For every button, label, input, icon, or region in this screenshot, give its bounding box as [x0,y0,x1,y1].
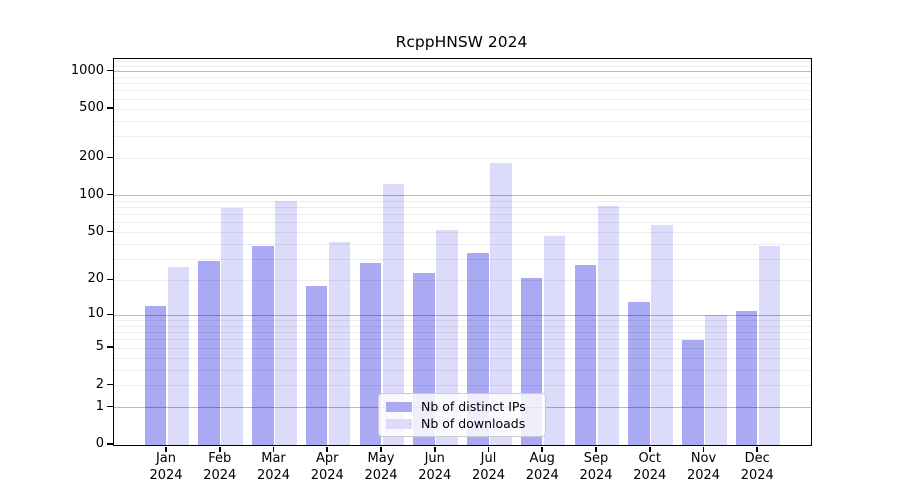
bar-downloads-oct [651,224,673,445]
bar-distinct-ips-oct [628,302,650,445]
x-tick-label-nov: Nov 2024 [686,451,721,483]
bar-distinct-ips-nov [682,339,704,445]
bar-downloads-nov [705,315,727,445]
x-tick-label-oct: Oct 2024 [633,451,667,483]
x-tick-label-jul: Jul 2024 [471,451,506,483]
legend-swatch-distinct-ips [386,401,412,412]
y-tick-label-500: 500 [79,100,104,116]
y-tick-label-20: 20 [87,271,104,287]
bar-distinct-ips-sep [574,264,596,445]
y-tick-1 [107,405,113,408]
y-tick-0 [107,443,113,445]
bar-downloads-may [382,183,404,445]
x-tick-feb [218,446,221,452]
bar-downloads-jan [167,266,189,445]
y-tick-label-5: 5 [95,339,104,355]
x-tick-apr [326,446,329,452]
x-tick-oct [648,446,651,452]
y-tick-500 [107,107,113,109]
y-tick-label-200: 200 [79,149,104,165]
x-tick-jul [487,446,490,452]
x-tick-sep [595,446,597,452]
y-tick-20 [107,278,113,281]
bar-downloads-jun [436,230,458,445]
y-tick-100 [107,193,113,196]
y-tick-label-1: 1 [95,398,104,414]
y-tick-1000 [107,69,113,72]
x-tick-label-sep: Sep 2024 [579,451,613,483]
bar-distinct-ips-apr [305,285,328,445]
chart-title: RcppHNSW 2024 [395,33,528,51]
bar-downloads-apr [328,241,351,445]
bar-downloads-feb [221,207,243,445]
x-tick-label-apr: Apr 2024 [310,451,344,483]
legend-label-distinct-ips: Nb of distinct IPs [421,399,526,414]
bar-downloads-sep [597,205,619,445]
y-tick-2 [107,383,113,386]
x-tick-label-feb: Feb 2024 [203,451,237,483]
x-tick-dec [756,446,759,452]
x-tick-label-jun: Jun 2024 [418,451,452,483]
bar-distinct-ips-jan [144,306,166,445]
bar-distinct-ips-mar [252,245,274,445]
legend-label-downloads: Nb of downloads [421,416,526,431]
x-tick-label-may: May 2024 [364,451,398,483]
x-tick-label-jan: Jan 2024 [149,451,183,483]
bar-distinct-ips-dec [735,310,758,445]
y-tick-label-10: 10 [87,306,104,322]
y-tick-label-1000: 1000 [70,62,104,78]
legend-swatch-downloads [386,418,412,429]
bar-downloads-mar [275,201,297,445]
bars-layer [114,59,811,445]
x-tick-label-dec: Dec 2024 [740,451,774,483]
x-tick-aug [541,446,544,452]
bar-downloads-dec [758,245,781,445]
x-tick-label-mar: Mar 2024 [256,451,291,483]
bar-downloads-aug [543,235,566,445]
y-tick-5 [107,346,113,348]
x-tick-label-aug: Aug 2024 [525,451,559,483]
plot-area: Nb of distinct IPs Nb of downloads [113,58,812,446]
y-tick-label-0: 0 [95,436,104,451]
legend-item-distinct-ips: Nb of distinct IPs [386,399,537,414]
y-tick-label-2: 2 [95,376,104,392]
y-tick-label-100: 100 [79,186,104,202]
y-tick-50 [107,230,113,233]
y-tick-label-50: 50 [87,223,104,239]
bar-downloads-jul [490,162,512,445]
legend: Nb of distinct IPs Nb of downloads [378,393,546,437]
x-tick-mar [272,446,275,452]
bar-distinct-ips-may [359,263,381,445]
x-tick-jun [433,446,436,452]
legend-item-downloads: Nb of downloads [386,416,537,431]
y-tick-200 [107,156,113,159]
x-tick-may [380,446,382,452]
x-tick-jan [165,446,167,452]
bar-distinct-ips-feb [198,261,220,445]
y-tick-10 [107,313,113,316]
x-tick-nov [702,446,705,452]
